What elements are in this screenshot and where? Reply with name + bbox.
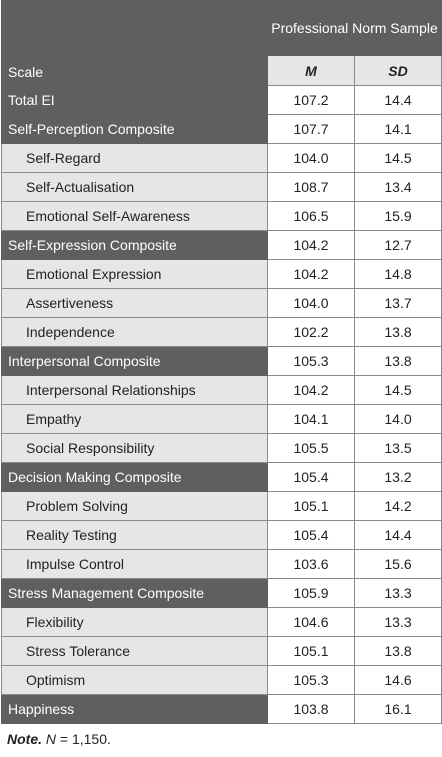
table-row: Independence 102.2 13.8 [1, 317, 442, 347]
mean-value: 105.4 [267, 520, 355, 550]
sd-value: 13.3 [353, 607, 442, 637]
sd-value: 13.8 [353, 317, 442, 347]
mean-value: 104.0 [267, 143, 355, 173]
table-row: Optimism 105.3 14.6 [1, 665, 442, 695]
sd-value: 14.4 [353, 85, 442, 115]
table-row: Stress Tolerance 105.1 13.8 [1, 636, 442, 666]
sd-value: 13.2 [353, 462, 442, 492]
table-row: Interpersonal Composite 105.3 13.8 [1, 346, 442, 376]
composite-label: Self-Expression Composite [1, 230, 268, 260]
mean-value: 102.2 [267, 317, 355, 347]
composite-label: Decision Making Composite [1, 462, 268, 492]
mean-value: 105.3 [267, 665, 355, 695]
sd-value: 14.6 [353, 665, 442, 695]
table-row: Stress Management Composite 105.9 13.3 [1, 578, 442, 608]
table-row: Social Responsibility 105.5 13.5 [1, 433, 442, 463]
composite-label: Self-Perception Composite [1, 114, 268, 144]
sd-value: 13.8 [353, 346, 442, 376]
mean-value: 104.0 [267, 288, 355, 318]
sd-value: 15.9 [353, 201, 442, 231]
scale-header: Scale [1, 0, 268, 86]
mean-value: 104.6 [267, 607, 355, 637]
mean-value: 105.9 [267, 578, 355, 608]
subscale-label: Assertiveness [1, 288, 268, 318]
sd-value: 15.6 [353, 549, 442, 579]
sd-value: 13.4 [353, 172, 442, 202]
table-row: Empathy 104.1 14.0 [1, 404, 442, 434]
subscale-label: Interpersonal Relationships [1, 375, 268, 405]
note-prefix: Note. [7, 731, 42, 747]
table-row: Emotional Expression 104.2 14.8 [1, 259, 442, 289]
table-row: Impulse Control 103.6 15.6 [1, 549, 442, 579]
subscale-label: Empathy [1, 404, 268, 434]
table-note: Note. N = 1,150. [7, 731, 441, 747]
table-row: Interpersonal Relationships 104.2 14.5 [1, 375, 442, 405]
mean-value: 105.3 [267, 346, 355, 376]
table-row: Self-Perception Composite 107.7 14.1 [1, 114, 442, 144]
mean-value: 103.8 [267, 694, 355, 724]
sd-value: 13.8 [353, 636, 442, 666]
composite-label: Interpersonal Composite [1, 346, 268, 376]
sd-value: 14.0 [353, 404, 442, 434]
table-row: Happiness 103.8 16.1 [1, 694, 442, 724]
sd-value: 12.7 [353, 230, 442, 260]
composite-label: Happiness [1, 694, 268, 724]
sd-value: 13.3 [353, 578, 442, 608]
subscale-label: Self-Regard [1, 143, 268, 173]
mean-value: 105.1 [267, 636, 355, 666]
mean-value: 104.2 [267, 375, 355, 405]
subscale-label: Problem Solving [1, 491, 268, 521]
sd-header: SD [353, 55, 442, 86]
table-row: Assertiveness 104.0 13.7 [1, 288, 442, 318]
group-header: Professional Norm Sample [266, 0, 442, 57]
subscale-label: Impulse Control [1, 549, 268, 579]
sd-value: 14.4 [353, 520, 442, 550]
mean-value: 105.1 [267, 491, 355, 521]
subscale-label: Emotional Expression [1, 259, 268, 289]
mean-value: 106.5 [267, 201, 355, 231]
mean-value: 105.5 [267, 433, 355, 463]
table-row: Self-Expression Composite 104.2 12.7 [1, 230, 442, 260]
sd-value: 16.1 [353, 694, 442, 724]
sd-value: 14.5 [353, 375, 442, 405]
subscale-label: Reality Testing [1, 520, 268, 550]
composite-label: Stress Management Composite [1, 578, 268, 608]
mean-value: 104.1 [267, 404, 355, 434]
note-text: = 1,150. [56, 731, 111, 747]
subscale-label: Social Responsibility [1, 433, 268, 463]
mean-header: M [267, 55, 355, 86]
norm-table: Scale Professional Norm Sample M SD Tota… [1, 0, 442, 724]
sd-value: 14.1 [353, 114, 442, 144]
subscale-label: Independence [1, 317, 268, 347]
table-row: Flexibility 104.6 13.3 [1, 607, 442, 637]
table-row: Problem Solving 105.1 14.2 [1, 491, 442, 521]
mean-value: 103.6 [267, 549, 355, 579]
note-n-symbol: N [45, 731, 57, 747]
table-row: Self-Actualisation 108.7 13.4 [1, 172, 442, 202]
table-row: Emotional Self-Awareness 106.5 15.9 [1, 201, 442, 231]
sd-value: 14.5 [353, 143, 442, 173]
subscale-label: Flexibility [1, 607, 268, 637]
table-row: Total EI 107.2 14.4 [1, 85, 442, 115]
sd-value: 13.7 [353, 288, 442, 318]
mean-value: 107.7 [267, 114, 355, 144]
mean-value: 104.2 [267, 230, 355, 260]
mean-value: 108.7 [267, 172, 355, 202]
subscale-label: Optimism [1, 665, 268, 695]
table-body: Total EI 107.2 14.4 Self-Perception Composi… [1, 85, 442, 724]
subscale-label: Self-Actualisation [1, 172, 268, 202]
sd-value: 14.2 [353, 491, 442, 521]
mean-value: 107.2 [267, 85, 355, 115]
subscale-label: Emotional Self-Awareness [1, 201, 268, 231]
table-row: Reality Testing 105.4 14.4 [1, 520, 442, 550]
table-row: Decision Making Composite 105.4 13.2 [1, 462, 442, 492]
subscale-label: Stress Tolerance [1, 636, 268, 666]
mean-value: 105.4 [267, 462, 355, 492]
composite-label: Total EI [1, 85, 268, 115]
sd-value: 14.8 [353, 259, 442, 289]
sd-value: 13.5 [353, 433, 442, 463]
table-row: Self-Regard 104.0 14.5 [1, 143, 442, 173]
mean-value: 104.2 [267, 259, 355, 289]
